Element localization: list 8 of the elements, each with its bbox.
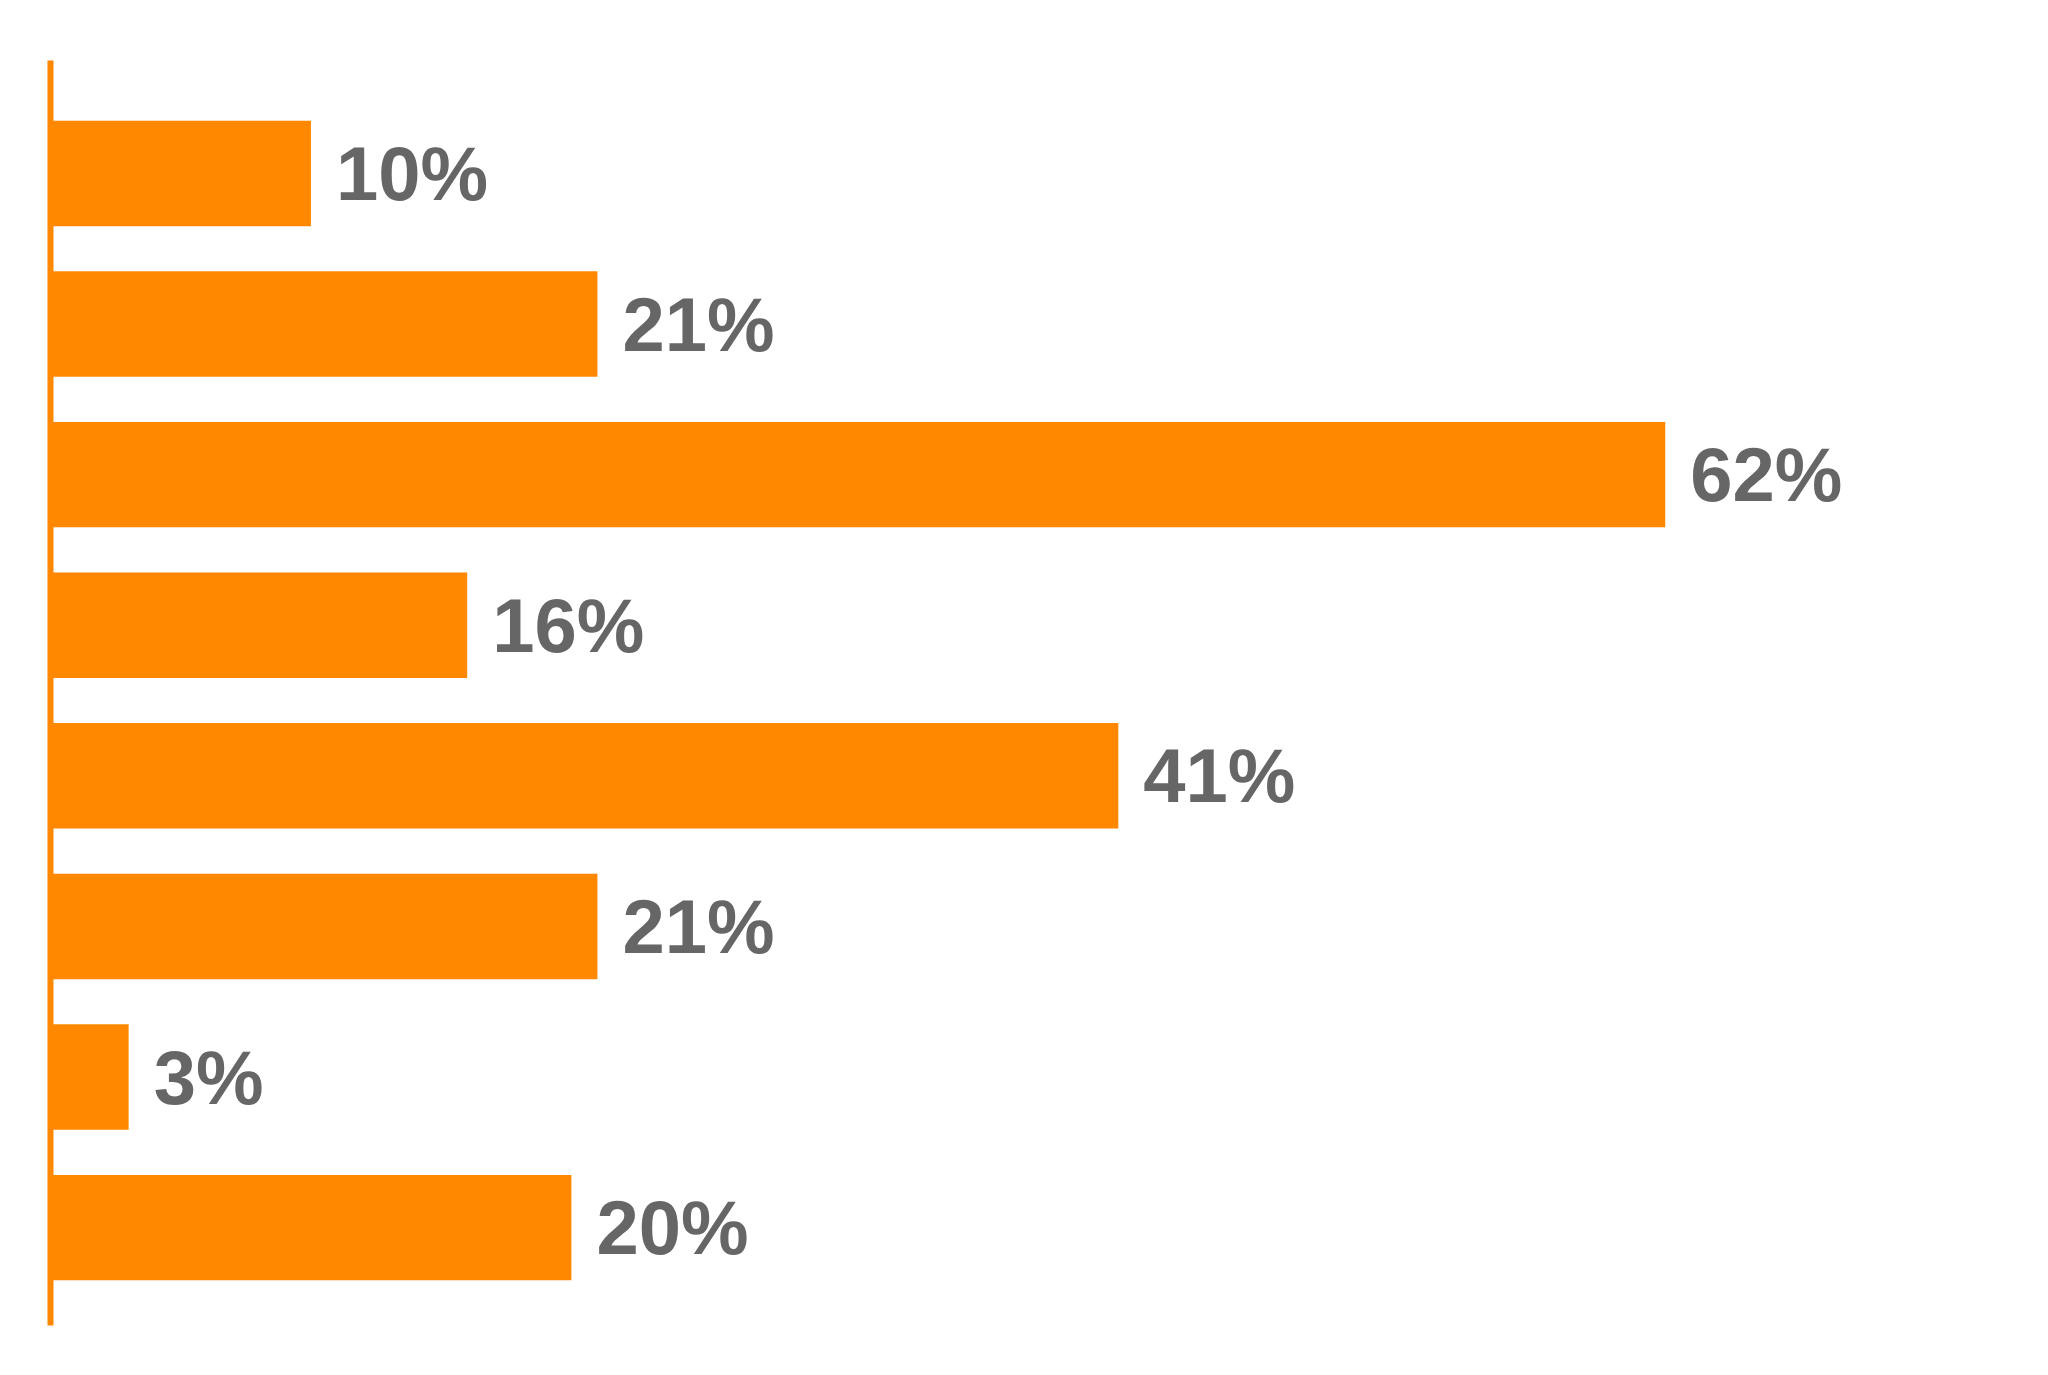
- data-label: 21%: [622, 883, 775, 969]
- data-label: 10%: [335, 130, 489, 216]
- data-label: 21%: [622, 281, 775, 367]
- data-label: 3%: [153, 1034, 264, 1120]
- data-label: 41%: [1143, 733, 1296, 819]
- data-label: 62%: [1690, 432, 1843, 518]
- data-label: 16%: [492, 582, 645, 668]
- data-label: 20%: [596, 1185, 749, 1271]
